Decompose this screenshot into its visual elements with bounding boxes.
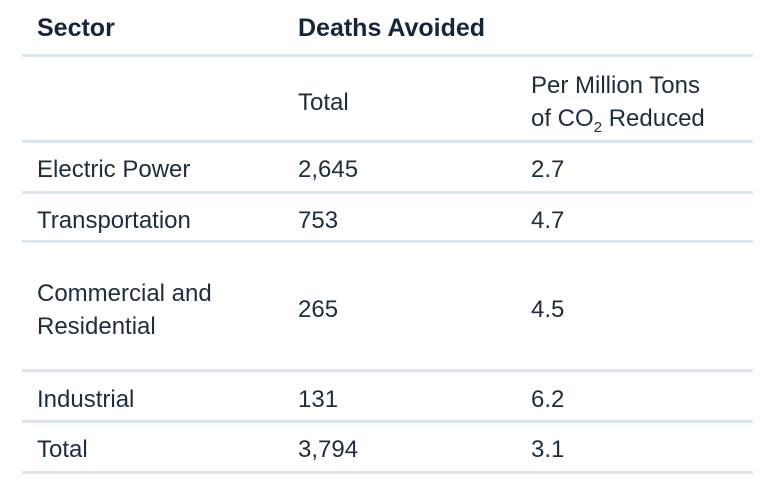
row-divider [22, 140, 753, 143]
header-sector: Sector [37, 14, 115, 42]
subheader-per-million-line2: of CO2 Reduced [531, 105, 705, 136]
subheader-per-million-line1: Per Million Tons [531, 72, 700, 99]
row-total: 265 [298, 296, 339, 323]
row-total: 131 [298, 386, 339, 413]
row-divider [22, 471, 753, 474]
row-sector: Transportation [37, 207, 191, 234]
row-divider [22, 240, 753, 243]
row-sector-line2: Residential [37, 313, 156, 340]
row-divider [22, 420, 753, 423]
row-per-million: 4.5 [531, 296, 565, 323]
row-total: 2,645 [298, 156, 359, 183]
row-total: 753 [298, 207, 339, 234]
row-total: 3,794 [298, 436, 359, 463]
row-divider [22, 54, 753, 57]
row-per-million: 3.1 [531, 436, 565, 463]
row-per-million: 4.7 [531, 207, 565, 234]
row-sector: Electric Power [37, 156, 191, 183]
row-divider [22, 369, 753, 372]
row-per-million: 6.2 [531, 386, 565, 413]
row-sector-line1: Commercial and [37, 280, 212, 307]
header-deaths-avoided: Deaths Avoided [298, 14, 486, 42]
row-sector: Industrial [37, 386, 135, 413]
row-sector: Total [37, 436, 88, 463]
subscript-2: 2 [593, 119, 603, 136]
row-per-million: 2.7 [531, 156, 565, 183]
subheader-total: Total [298, 89, 349, 116]
row-divider [22, 191, 753, 194]
